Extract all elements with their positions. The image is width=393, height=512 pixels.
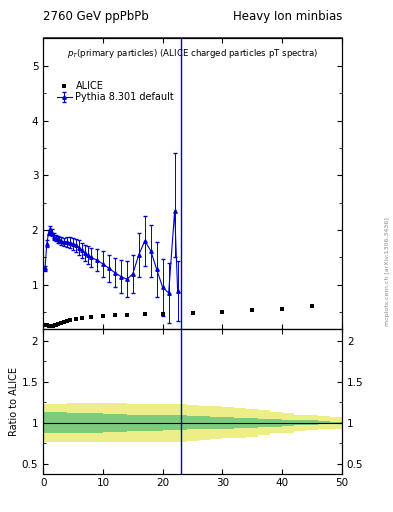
Legend: ALICE, Pythia 8.301 default: ALICE, Pythia 8.301 default: [54, 78, 177, 105]
ALICE: [52, 322, 57, 328]
ALICE: [80, 315, 84, 321]
ALICE: [280, 306, 285, 312]
ALICE: [250, 307, 255, 313]
ALICE: [310, 303, 314, 309]
ALICE: [101, 313, 105, 319]
ALICE: [125, 312, 129, 318]
ALICE: [220, 309, 225, 315]
ALICE: [48, 323, 52, 329]
ALICE: [62, 319, 66, 325]
ALICE: [89, 314, 94, 320]
ALICE: [160, 311, 165, 317]
ALICE: [49, 323, 53, 329]
Y-axis label: Ratio to ALICE: Ratio to ALICE: [9, 367, 19, 436]
ALICE: [46, 323, 51, 329]
ALICE: [50, 323, 55, 329]
Text: $p_T$(primary particles) (ALICE charged particles pT spectra): $p_T$(primary particles) (ALICE charged …: [67, 47, 318, 60]
Text: 2760 GeV ppPbPb: 2760 GeV ppPbPb: [43, 10, 149, 23]
ALICE: [74, 315, 79, 322]
ALICE: [44, 322, 49, 328]
Text: Heavy Ion minbias: Heavy Ion minbias: [233, 10, 342, 23]
ALICE: [112, 312, 117, 318]
ALICE: [51, 323, 56, 329]
Line: ALICE: ALICE: [44, 304, 314, 328]
ALICE: [56, 321, 61, 327]
ALICE: [45, 322, 50, 328]
Text: mcplots.cern.ch [arXiv:1306.3436]: mcplots.cern.ch [arXiv:1306.3436]: [385, 217, 390, 326]
ALICE: [68, 317, 72, 323]
ALICE: [53, 322, 58, 328]
ALICE: [65, 318, 70, 324]
ALICE: [59, 320, 64, 326]
ALICE: [190, 310, 195, 316]
ALICE: [142, 311, 147, 317]
